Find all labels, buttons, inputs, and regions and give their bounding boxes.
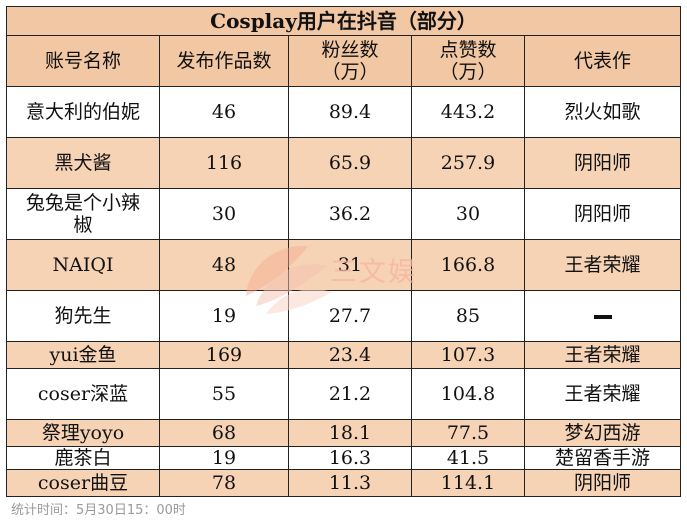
- table-row: coser深蓝 55 21.2 104.8 王者荣耀: [6, 368, 682, 420]
- table-row: 鹿茶白 19 16.3 41.5 楚留香手游: [6, 446, 682, 470]
- representative-work-cell: 梦幻西游: [523, 419, 682, 447]
- works-count-cell: 46: [159, 86, 289, 138]
- fans-count-cell: 21.2: [288, 368, 412, 420]
- fans-count-cell: 16.3: [288, 446, 412, 470]
- works-count-cell: 19: [159, 290, 289, 342]
- table-row: 意大利的伯妮 46 89.4 443.2 烈火如歌: [6, 86, 682, 138]
- account-name-cell: NAIQI: [6, 239, 160, 291]
- likes-count-cell: 104.8: [411, 368, 525, 420]
- fans-count-cell: 65.9: [288, 137, 412, 189]
- fans-count-cell: 31: [288, 239, 412, 291]
- likes-count-cell: 30: [411, 188, 525, 240]
- likes-count-cell: 257.9: [411, 137, 525, 189]
- account-name-cell: yui金鱼: [6, 341, 160, 369]
- fans-count-cell: 23.4: [288, 341, 412, 369]
- likes-count-cell: 107.3: [411, 341, 525, 369]
- representative-work-cell: 阴阳师: [523, 188, 682, 240]
- representative-work-cell: 王者荣耀: [523, 341, 682, 369]
- footer-note: 统计时间：5月30日15：00时: [11, 503, 186, 518]
- likes-count-cell: 77.5: [411, 419, 525, 447]
- account-name-cell: 兔兔是个小辣 椒: [6, 188, 160, 240]
- representative-work-cell: [523, 290, 682, 342]
- col-representative-header: 代表作: [523, 35, 682, 87]
- works-count-cell: 19: [159, 446, 289, 470]
- fans-count-cell: 89.4: [288, 86, 412, 138]
- likes-count-cell: 166.8: [411, 239, 525, 291]
- likes-count-cell: 41.5: [411, 446, 525, 470]
- likes-count-cell: 443.2: [411, 86, 525, 138]
- col-fans-header: 粉丝数 （万）: [288, 35, 412, 87]
- works-count-cell: 116: [159, 137, 289, 189]
- works-count-cell: 55: [159, 368, 289, 420]
- representative-work-cell: 王者荣耀: [523, 239, 682, 291]
- works-count-cell: 30: [159, 188, 289, 240]
- table-row: NAIQI 48 31 166.8 王者荣耀: [6, 239, 682, 291]
- works-count-cell: 68: [159, 419, 289, 447]
- table-row: yui金鱼 169 23.4 107.3 王者荣耀: [6, 341, 682, 369]
- header-row: 账号名称 发布作品数 粉丝数 （万） 点赞数 （万） 代表作: [6, 35, 682, 87]
- fans-count-cell: 27.7: [288, 290, 412, 342]
- representative-work-cell: 楚留香手游: [523, 446, 682, 470]
- account-name-cell: 黑犬酱: [6, 137, 160, 189]
- representative-work-cell: 阴阳师: [523, 137, 682, 189]
- likes-count-cell: 114.1: [411, 469, 525, 497]
- fans-count-cell: 11.3: [288, 469, 412, 497]
- table-title: Cosplay用户在抖音（部分）: [5, 6, 682, 36]
- fans-count-cell: 18.1: [288, 419, 412, 447]
- table-row: 兔兔是个小辣 椒 30 36.2 30 阴阳师: [6, 188, 682, 240]
- col-account-header: 账号名称: [6, 35, 160, 87]
- table-row: 黑犬酱 116 65.9 257.9 阴阳师: [6, 137, 682, 189]
- cosplay-table: Cosplay用户在抖音（部分） 账号名称 发布作品数 粉丝数 （万） 点赞数 （万）…: [5, 6, 682, 497]
- works-count-cell: 78: [159, 469, 289, 497]
- account-name-cell: 祭理yoyo: [6, 419, 160, 447]
- table-row: 狗先生 19 27.7 85: [6, 290, 682, 342]
- table-row: coser曲豆 78 11.3 114.1 阴阳师: [6, 469, 682, 497]
- col-works-header: 发布作品数: [159, 35, 289, 87]
- dash-mark: [593, 315, 612, 319]
- account-name-cell: 鹿茶白: [6, 446, 160, 470]
- account-name-cell: 狗先生: [6, 290, 160, 342]
- fans-count-cell: 36.2: [288, 188, 412, 240]
- account-name-cell: coser深蓝: [6, 368, 160, 420]
- representative-work-cell: 阴阳师: [523, 469, 682, 497]
- representative-work-cell: 王者荣耀: [523, 368, 682, 420]
- representative-work-cell: 烈火如歌: [523, 86, 682, 138]
- works-count-cell: 48: [159, 239, 289, 291]
- col-likes-header: 点赞数 （万）: [411, 35, 525, 87]
- account-name-cell: coser曲豆: [6, 469, 160, 497]
- likes-count-cell: 85: [411, 290, 525, 342]
- table-row: 祭理yoyo 68 18.1 77.5 梦幻西游: [6, 419, 682, 447]
- account-name-cell: 意大利的伯妮: [6, 86, 160, 138]
- works-count-cell: 169: [159, 341, 289, 369]
